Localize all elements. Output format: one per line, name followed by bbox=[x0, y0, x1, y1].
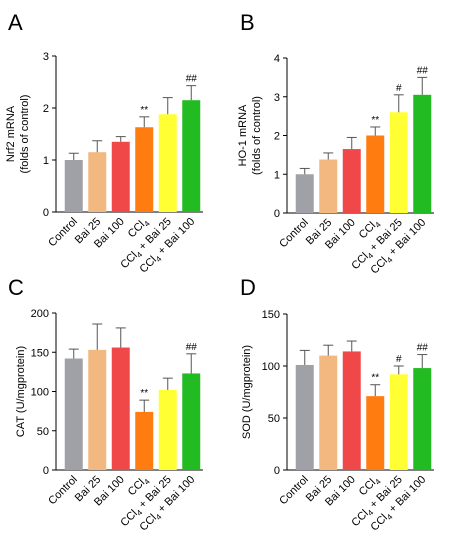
y-tick-label: 3 bbox=[43, 51, 49, 63]
y-tick-label: 50 bbox=[268, 413, 280, 425]
y-tick-label: 0 bbox=[43, 207, 49, 219]
significance-marker: ** bbox=[371, 115, 379, 126]
significance-marker: ## bbox=[186, 342, 198, 353]
significance-marker: ** bbox=[140, 388, 148, 399]
y-tick-label: 1 bbox=[274, 169, 280, 181]
panel-b-chart: B 0 1 2 3 4 HO-1 mRNA (folds of control) Control… bbox=[237, 10, 434, 278]
significance-marker: ** bbox=[371, 373, 379, 384]
bar bbox=[342, 149, 361, 213]
bar bbox=[295, 174, 314, 213]
category-label: Control bbox=[46, 216, 80, 250]
bar bbox=[389, 374, 408, 470]
panel-letter: A bbox=[8, 10, 23, 35]
category-label: Control bbox=[46, 474, 80, 508]
bar bbox=[88, 349, 107, 470]
y-tick-label: 100 bbox=[31, 387, 49, 399]
bar bbox=[182, 373, 201, 470]
y-tick-label: 0 bbox=[274, 465, 280, 477]
bar bbox=[64, 160, 83, 212]
bar bbox=[88, 152, 107, 212]
bar bbox=[389, 112, 408, 213]
significance-marker: # bbox=[396, 354, 402, 365]
bar bbox=[366, 396, 385, 470]
bar bbox=[64, 358, 83, 470]
panel-letter: B bbox=[240, 10, 255, 35]
bar bbox=[135, 127, 154, 212]
significance-marker: ## bbox=[186, 74, 198, 85]
bar bbox=[319, 159, 338, 213]
bar bbox=[111, 347, 130, 470]
bar bbox=[342, 351, 361, 470]
bar bbox=[182, 100, 201, 212]
y-axis-label-secondary: (folds of control) bbox=[251, 96, 263, 175]
bar bbox=[366, 135, 385, 213]
y-tick-label: 100 bbox=[262, 361, 280, 373]
y-tick-label: 4 bbox=[274, 53, 280, 65]
bar bbox=[158, 389, 177, 470]
bar bbox=[413, 94, 432, 213]
y-tick-label: 150 bbox=[262, 309, 280, 321]
bar bbox=[111, 141, 130, 212]
bar bbox=[295, 364, 314, 470]
y-tick-label: 50 bbox=[37, 426, 49, 438]
bar bbox=[319, 355, 338, 470]
significance-marker: # bbox=[396, 83, 402, 94]
y-tick-label: 2 bbox=[43, 103, 49, 115]
y-axis-label-secondary: (folds of control) bbox=[19, 95, 31, 174]
category-label: Control bbox=[277, 217, 311, 251]
y-axis-label: HO-1 mRNA bbox=[237, 104, 249, 166]
y-tick-label: 150 bbox=[31, 347, 49, 359]
bar bbox=[413, 368, 432, 470]
y-tick-label: 2 bbox=[274, 131, 280, 143]
panel-letter: C bbox=[8, 275, 24, 300]
bar bbox=[158, 114, 177, 212]
y-tick-label: 200 bbox=[31, 308, 49, 320]
y-axis-label: Nrf2 mRNA bbox=[5, 105, 17, 162]
y-tick-label: 3 bbox=[274, 92, 280, 104]
significance-marker: ## bbox=[417, 343, 429, 354]
bar bbox=[135, 411, 154, 470]
category-label: Control bbox=[277, 474, 311, 508]
y-axis-label: SOD (U/mgprotein) bbox=[241, 345, 253, 439]
significance-marker: ** bbox=[140, 105, 148, 116]
panel-letter: D bbox=[240, 275, 256, 300]
significance-marker: ## bbox=[417, 65, 429, 76]
y-tick-label: 0 bbox=[43, 465, 49, 477]
y-axis-label: CAT (U/mgprotein) bbox=[15, 346, 27, 437]
y-tick-label: 0 bbox=[274, 208, 280, 220]
y-tick-label: 1 bbox=[43, 155, 49, 167]
